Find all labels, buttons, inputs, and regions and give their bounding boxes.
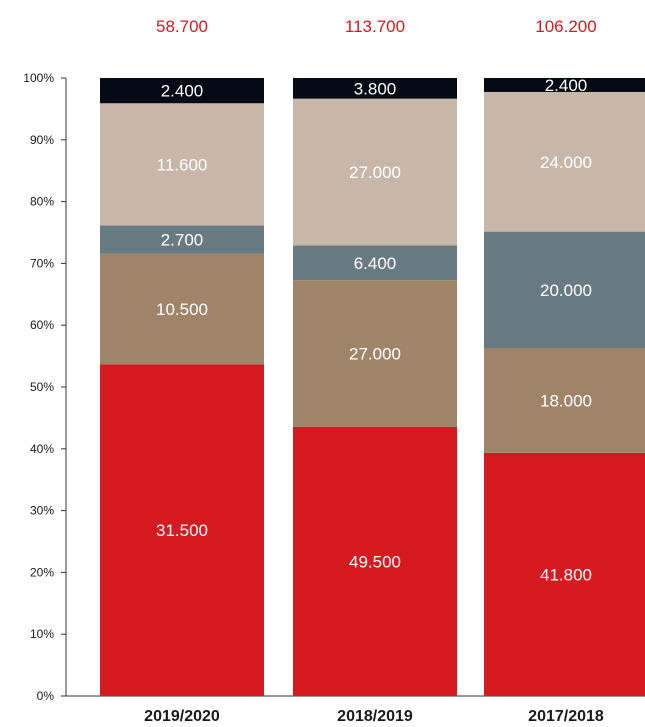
category-label: 2018/2019 (337, 708, 413, 725)
segment-value-label: 20.000 (540, 281, 592, 300)
segment-value-label: 18.000 (540, 391, 592, 410)
bar-segment (293, 78, 457, 99)
bar-segment (293, 280, 457, 427)
segment-value-label: 10.500 (156, 300, 208, 319)
segment-value-label: 3.800 (354, 79, 397, 98)
bar-segment (293, 98, 457, 246)
segment-value-label: 2.700 (161, 231, 204, 250)
category-labels-group: 2019/2020 2018/2019 2017/2018 (144, 708, 604, 725)
bar-segment (293, 426, 457, 696)
bar-segment (293, 245, 457, 281)
segment-value-label: 31.500 (156, 521, 208, 540)
bar-segment (100, 225, 264, 254)
category-label: 2017/2018 (528, 708, 604, 725)
category-label: 2019/2020 (144, 708, 220, 725)
y-tick-label: 10% (30, 627, 54, 641)
segment-value-label: 2.400 (545, 76, 588, 95)
bars-group (100, 78, 645, 696)
y-tick-label: 70% (30, 256, 54, 270)
y-tick-label: 0% (37, 689, 55, 703)
segment-labels-group: 31.500 10.500 2.700 11.600 2.400 49.500 27.000… (156, 76, 592, 584)
segment-value-label: 27.000 (349, 345, 401, 364)
y-tick-label: 90% (30, 133, 54, 147)
y-tick-label: 100% (23, 71, 54, 85)
segment-value-label: 27.000 (349, 163, 401, 182)
segment-value-label: 41.800 (540, 565, 592, 584)
bar-segment (484, 91, 645, 232)
bar-total-label: 113.700 (345, 17, 405, 36)
bar-segment (484, 348, 645, 453)
segment-value-label: 2.400 (161, 82, 204, 101)
y-axis: 0% 10% 20% 30% 40% 50% 60% 70% 80% 90% 100% (23, 71, 645, 703)
y-tick-label: 60% (30, 318, 54, 332)
bar-total-label: 58.700 (156, 17, 208, 36)
bar-segment (100, 253, 264, 365)
y-tick-label: 50% (30, 380, 54, 394)
y-tick-label: 20% (30, 565, 54, 579)
bar-segment (484, 452, 645, 696)
segment-value-label: 49.500 (349, 552, 401, 571)
bar-total-label: 106.200 (535, 17, 596, 36)
segment-value-label: 11.600 (157, 155, 208, 174)
segment-value-label: 6.400 (354, 254, 397, 273)
bar-segment (484, 231, 645, 349)
bar-segment (484, 78, 645, 92)
segment-value-label: 24.000 (540, 153, 592, 172)
totals-group: 58.700 113.700 106.200 (156, 17, 597, 36)
bar-segment (100, 103, 264, 226)
y-tick-label: 40% (30, 442, 54, 456)
y-tick-label: 30% (30, 504, 54, 518)
y-tick-label: 80% (30, 195, 54, 209)
bar-segment (100, 78, 264, 104)
bar-segment (100, 364, 264, 696)
